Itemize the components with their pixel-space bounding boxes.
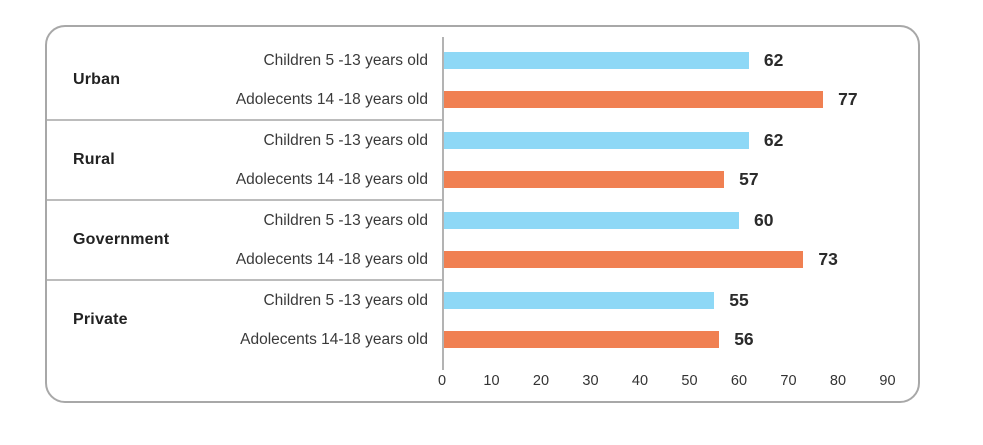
bar-row: Children 5 -13 years old 62: [207, 121, 918, 160]
row-label: Children 5 -13 years old: [263, 131, 428, 149]
bar-area: 62: [442, 50, 918, 71]
group-urban: Urban Children 5 -13 years old 62 Adolecent…: [47, 41, 918, 119]
bar-row: Adolecents 14 -18 years old 57: [207, 160, 918, 199]
group-government: Government Children 5 -13 years old 60 Adol…: [47, 201, 918, 279]
group-separator: [47, 199, 442, 201]
group-rural: Rural Children 5 -13 years old 62 Adolecent…: [47, 121, 918, 199]
bar-area: 77: [442, 89, 918, 110]
bar-government-adolescents: [442, 251, 804, 268]
bar-area: 62: [442, 130, 918, 151]
bar-urban-adolescents: [442, 91, 824, 108]
x-axis-zero-line: [442, 37, 444, 370]
bar-row: Adolecents 14 -18 years old 73: [207, 240, 918, 279]
row-label: Adolecents 14 -18 years old: [235, 250, 428, 268]
bar-urban-children: [442, 52, 749, 69]
bar-government-children: [442, 212, 739, 229]
bar-area: 56: [442, 329, 918, 350]
bar-row: Adolecents 14 -18 years old 77: [207, 80, 918, 119]
bar-private-adolescents: [442, 331, 720, 348]
group-label: Private: [73, 311, 128, 328]
chart-groups: Urban Children 5 -13 years old 62 Adolecent…: [47, 27, 918, 359]
bar-private-children: [442, 292, 715, 309]
x-axis-tick-label: 10: [483, 373, 500, 389]
x-axis-tick-label: 90: [879, 373, 896, 389]
group-label: Urban: [73, 71, 121, 88]
bar-row: Adolecents 14-18 years old 56: [207, 320, 918, 359]
row-label: Adolecents 14 -18 years old: [235, 90, 428, 108]
bar-value: 60: [754, 210, 774, 230]
bar-area: 55: [442, 290, 918, 311]
row-label: Adolecents 14-18 years old: [240, 330, 428, 348]
bar-rural-children: [442, 132, 749, 149]
x-axis-tick-label: 50: [681, 373, 698, 389]
bar-value: 56: [734, 329, 754, 349]
bar-value: 77: [838, 89, 858, 109]
chart-card: Urban Children 5 -13 years old 62 Adolecent…: [45, 25, 920, 403]
group-private: Private Children 5 -13 years old 55 Adolece…: [47, 281, 918, 359]
bar-row: Children 5 -13 years old 60: [207, 201, 918, 240]
bar-area: 57: [442, 169, 918, 190]
bar-value: 62: [763, 130, 784, 150]
x-axis-tick-label: 60: [730, 373, 748, 389]
bar-value: 73: [818, 249, 838, 269]
bar-area: 73: [442, 249, 918, 270]
x-axis-tick-label: 30: [582, 373, 599, 389]
x-axis-tick-label: 0: [437, 373, 447, 389]
bar-value: 62: [763, 50, 784, 70]
group-separator: [47, 279, 442, 281]
bar-row: Children 5 -13 years old 55: [207, 281, 918, 320]
row-label: Children 5 -13 years old: [263, 51, 428, 69]
x-axis-tick-label: 20: [532, 373, 550, 389]
bar-value: 55: [729, 290, 749, 310]
row-label: Children 5 -13 years old: [263, 211, 428, 229]
x-axis-tick-labels: 0 10 20 30 40 50 60 70 80 90: [438, 373, 918, 393]
x-axis-tick-label: 70: [780, 373, 797, 389]
bar-value: 57: [739, 169, 759, 189]
row-label: Adolecents 14 -18 years old: [235, 170, 428, 188]
bar-rural-adolescents: [442, 171, 725, 188]
group-separator: [47, 119, 442, 121]
x-axis-tick-label: 40: [631, 373, 649, 389]
bar-row: Children 5 -13 years old 62: [207, 41, 918, 80]
row-label: Children 5 -13 years old: [263, 291, 428, 309]
bar-area: 60: [442, 210, 918, 231]
group-label: Government: [73, 231, 170, 248]
x-axis-tick-label: 80: [829, 373, 847, 389]
group-label: Rural: [73, 151, 115, 168]
